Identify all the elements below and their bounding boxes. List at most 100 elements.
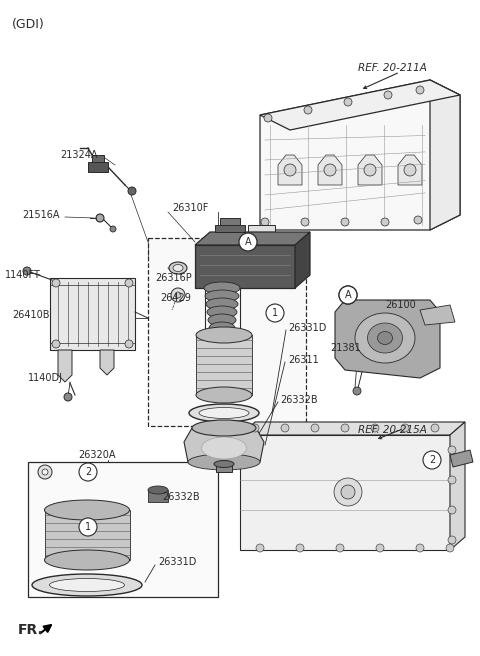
Text: 26331D: 26331D	[158, 557, 196, 567]
Text: 26311: 26311	[288, 355, 319, 365]
Ellipse shape	[192, 420, 256, 436]
Polygon shape	[216, 464, 232, 472]
Circle shape	[125, 340, 133, 348]
Ellipse shape	[45, 550, 130, 570]
Ellipse shape	[148, 486, 168, 494]
Polygon shape	[92, 155, 104, 162]
Ellipse shape	[173, 264, 183, 272]
Ellipse shape	[377, 331, 393, 344]
Text: 26316P: 26316P	[155, 273, 192, 283]
Circle shape	[353, 387, 361, 395]
Text: A: A	[245, 237, 252, 247]
Circle shape	[416, 544, 424, 552]
Circle shape	[344, 98, 352, 106]
Circle shape	[381, 218, 389, 226]
Circle shape	[448, 506, 456, 514]
Ellipse shape	[214, 461, 234, 468]
Polygon shape	[335, 300, 440, 378]
Text: 26100: 26100	[385, 300, 416, 310]
Polygon shape	[195, 232, 310, 245]
Ellipse shape	[45, 500, 130, 520]
Text: REF. 20-215A: REF. 20-215A	[358, 425, 427, 435]
Polygon shape	[248, 225, 275, 245]
Circle shape	[38, 465, 52, 479]
Circle shape	[448, 476, 456, 484]
Circle shape	[296, 544, 304, 552]
Polygon shape	[184, 428, 264, 462]
Text: 1: 1	[85, 522, 91, 532]
Circle shape	[404, 164, 416, 176]
Text: 26331D: 26331D	[288, 323, 326, 333]
Circle shape	[284, 164, 296, 176]
Ellipse shape	[189, 404, 259, 422]
Circle shape	[448, 536, 456, 544]
Circle shape	[341, 485, 355, 499]
Circle shape	[339, 286, 357, 304]
Circle shape	[401, 424, 409, 432]
Polygon shape	[450, 422, 465, 550]
Text: 26332B: 26332B	[280, 395, 318, 405]
Text: REF. 20-211A: REF. 20-211A	[358, 63, 427, 73]
Text: 2: 2	[85, 467, 91, 477]
Polygon shape	[295, 232, 310, 288]
Circle shape	[175, 292, 181, 298]
Text: 1140FT: 1140FT	[5, 270, 41, 280]
Ellipse shape	[196, 327, 252, 343]
Text: 1140DJ: 1140DJ	[28, 373, 63, 383]
Circle shape	[171, 288, 185, 302]
Text: (GDI): (GDI)	[12, 18, 45, 31]
Polygon shape	[148, 490, 168, 502]
Polygon shape	[240, 422, 465, 435]
Circle shape	[42, 469, 48, 475]
Bar	[148, 238, 306, 426]
Text: 26332B: 26332B	[162, 492, 200, 502]
Polygon shape	[260, 80, 460, 130]
Circle shape	[446, 544, 454, 552]
Polygon shape	[88, 162, 108, 172]
Circle shape	[341, 218, 349, 226]
Text: 26320A: 26320A	[78, 450, 116, 460]
Polygon shape	[196, 335, 252, 395]
Polygon shape	[278, 155, 302, 185]
Ellipse shape	[188, 454, 260, 470]
Ellipse shape	[355, 313, 415, 363]
Circle shape	[311, 424, 319, 432]
Ellipse shape	[368, 323, 403, 353]
Circle shape	[52, 279, 60, 287]
Circle shape	[376, 544, 384, 552]
Circle shape	[364, 164, 376, 176]
Text: A: A	[345, 290, 351, 300]
Circle shape	[264, 114, 272, 122]
Circle shape	[416, 86, 424, 94]
Circle shape	[336, 544, 344, 552]
Ellipse shape	[49, 579, 124, 592]
Polygon shape	[100, 350, 114, 375]
Ellipse shape	[169, 262, 187, 274]
Polygon shape	[220, 218, 240, 225]
Circle shape	[334, 478, 362, 506]
Polygon shape	[260, 80, 460, 230]
Text: 26410B: 26410B	[12, 310, 49, 320]
Text: 21381: 21381	[330, 343, 361, 353]
Circle shape	[431, 424, 439, 432]
Circle shape	[304, 106, 312, 114]
Circle shape	[79, 463, 97, 481]
Circle shape	[423, 451, 441, 469]
Ellipse shape	[32, 574, 142, 596]
Polygon shape	[420, 305, 455, 325]
Polygon shape	[195, 245, 295, 288]
Circle shape	[52, 340, 60, 348]
Circle shape	[110, 226, 116, 232]
Circle shape	[125, 279, 133, 287]
Bar	[28, 462, 218, 597]
Circle shape	[448, 446, 456, 454]
Circle shape	[251, 424, 259, 432]
Polygon shape	[45, 510, 130, 560]
Polygon shape	[240, 435, 450, 550]
Circle shape	[339, 286, 357, 304]
Ellipse shape	[208, 314, 236, 326]
Text: 26429: 26429	[160, 293, 191, 303]
Circle shape	[384, 91, 392, 99]
Polygon shape	[358, 155, 382, 185]
Ellipse shape	[202, 437, 247, 459]
